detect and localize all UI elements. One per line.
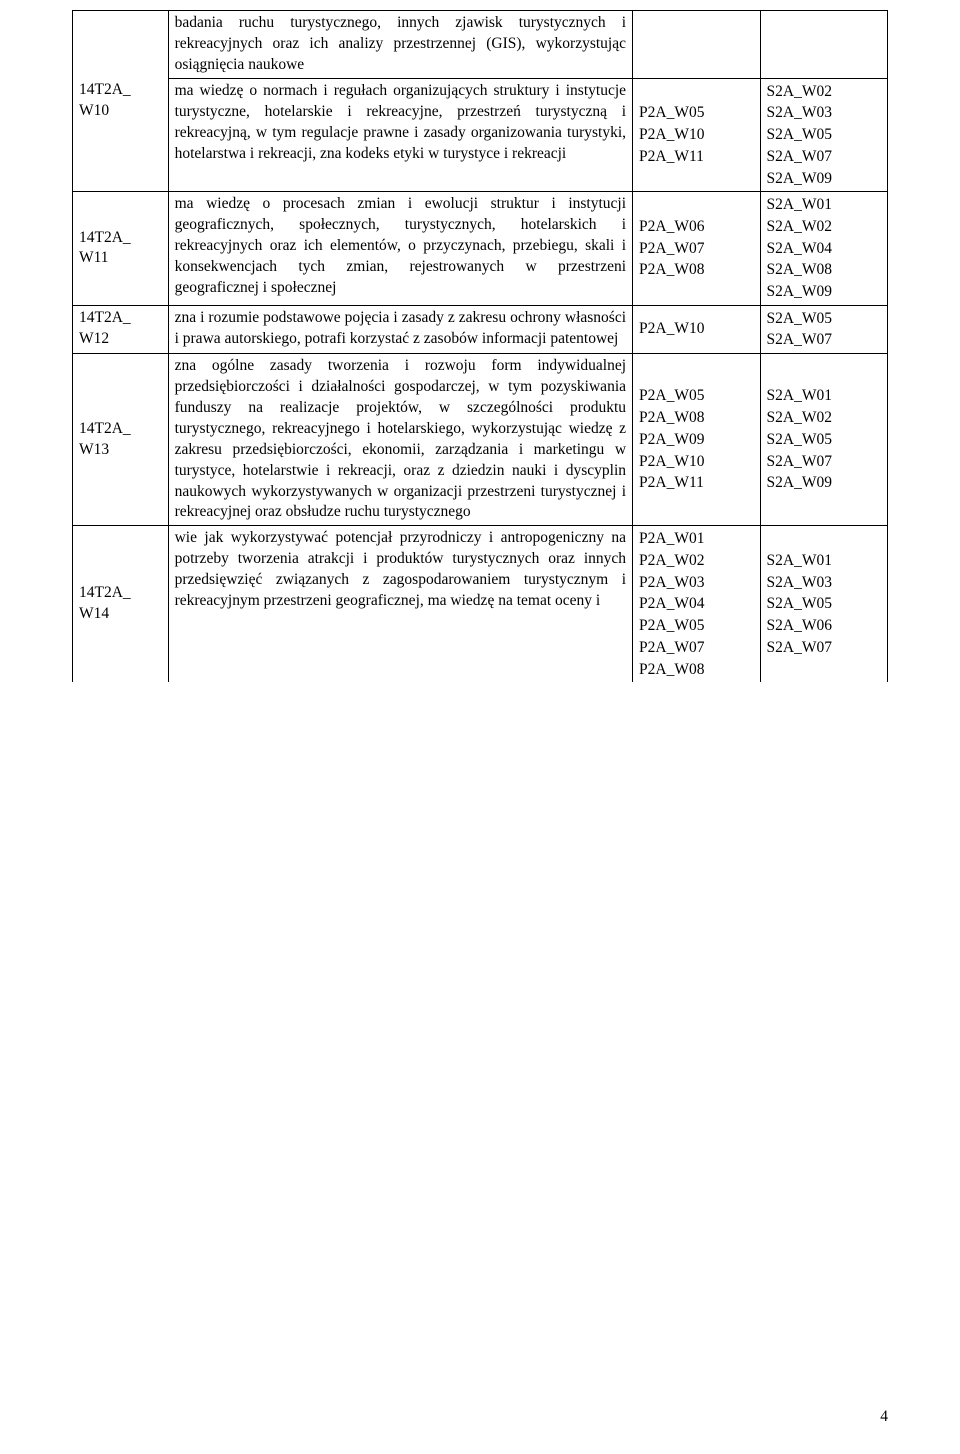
table-row: ma wiedzę o normach i regułach organizuj… [73,78,888,191]
code: 14T2A_W11 [79,229,131,267]
cell-s2a: S2A_W01S2A_W03S2A_W05S2A_W06S2A_W07 [760,526,888,682]
cell-s2a: S2A_W05S2A_W07 [760,305,888,353]
table-row: 14T2A_W10 badania ruchu turystycznego, i… [73,11,888,79]
cell-p2a: P2A_W10 [633,305,760,353]
desc-text: zna i rozumie podstawowe pojęcia i zasad… [175,309,626,347]
cell-id: 14T2A_W10 [73,11,169,192]
code: 14T2A_W10 [79,81,131,119]
p2a-codes: P2A_W10 [639,320,704,337]
p2a-codes: P2A_W01P2A_W02P2A_W03P2A_W04P2A_W05P2A_W… [639,530,704,677]
cell-desc: badania ruchu turystycznego, innych zjaw… [168,11,632,79]
cell-id: 14T2A_W13 [73,354,169,526]
cell-p2a: P2A_W06P2A_W07P2A_W08 [633,192,760,305]
desc-text: zna ogólne zasady tworzenia i rozwoju fo… [175,357,626,520]
cell-p2a [633,11,760,79]
code: 14T2A_W13 [79,420,131,458]
table-row: 14T2A_W11 ma wiedzę o procesach zmian i … [73,192,888,305]
desc-text: wie jak wykorzystywać potencjał przyrodn… [175,529,626,609]
code: 14T2A_W14 [79,584,131,622]
desc-text: ma wiedzę o normach i regułach organizuj… [175,82,626,162]
cell-s2a [760,11,888,79]
cell-desc: wie jak wykorzystywać potencjał przyrodn… [168,526,632,682]
page: 14T2A_W10 badania ruchu turystycznego, i… [0,0,960,1454]
p2a-codes: P2A_W05P2A_W08P2A_W09P2A_W10P2A_W11 [639,387,704,491]
page-number: 4 [880,1408,888,1426]
s2a-codes: S2A_W01S2A_W03S2A_W05S2A_W06S2A_W07 [767,552,832,656]
s2a-codes: S2A_W02S2A_W03S2A_W05S2A_W07S2A_W09 [767,83,832,187]
desc-text: ma wiedzę o procesach zmian i ewolucji s… [175,195,626,296]
s2a-codes: S2A_W01S2A_W02S2A_W05S2A_W07S2A_W09 [767,387,832,491]
cell-s2a: S2A_W01S2A_W02S2A_W04S2A_W08S2A_W09 [760,192,888,305]
cell-p2a: P2A_W01P2A_W02P2A_W03P2A_W04P2A_W05P2A_W… [633,526,760,682]
p2a-codes: P2A_W05P2A_W10P2A_W11 [639,104,704,164]
cell-s2a: S2A_W02S2A_W03S2A_W05S2A_W07S2A_W09 [760,78,888,191]
outcomes-table: 14T2A_W10 badania ruchu turystycznego, i… [72,10,888,682]
cell-p2a: P2A_W05P2A_W10P2A_W11 [633,78,760,191]
cell-p2a: P2A_W05P2A_W08P2A_W09P2A_W10P2A_W11 [633,354,760,526]
cell-id: 14T2A_W14 [73,526,169,682]
table-row: 14T2A_W13 zna ogólne zasady tworzenia i … [73,354,888,526]
cell-desc: zna i rozumie podstawowe pojęcia i zasad… [168,305,632,353]
s2a-codes: S2A_W01S2A_W02S2A_W04S2A_W08S2A_W09 [767,196,832,300]
cell-desc: ma wiedzę o procesach zmian i ewolucji s… [168,192,632,305]
table-row: 14T2A_W12 zna i rozumie podstawowe pojęc… [73,305,888,353]
cell-id: 14T2A_W11 [73,192,169,305]
s2a-codes: S2A_W05S2A_W07 [767,310,832,349]
desc-text: badania ruchu turystycznego, innych zjaw… [175,14,626,73]
code: 14T2A_W12 [79,309,131,347]
cell-id: 14T2A_W12 [73,305,169,353]
cell-s2a: S2A_W01S2A_W02S2A_W05S2A_W07S2A_W09 [760,354,888,526]
cell-desc: ma wiedzę o normach i regułach organizuj… [168,78,632,191]
cell-desc: zna ogólne zasady tworzenia i rozwoju fo… [168,354,632,526]
table-row: 14T2A_W14 wie jak wykorzystywać potencja… [73,526,888,682]
p2a-codes: P2A_W06P2A_W07P2A_W08 [639,218,704,278]
